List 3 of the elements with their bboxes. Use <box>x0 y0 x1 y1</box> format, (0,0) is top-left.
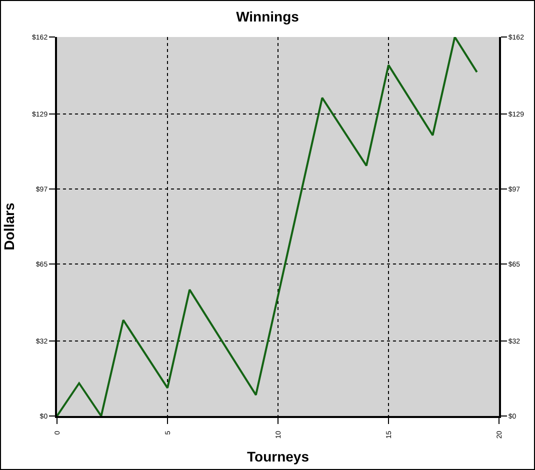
y-axis-title: Dollars <box>1 202 18 250</box>
chart-title: Winnings <box>236 8 300 25</box>
x-axis-title: Tourneys <box>247 448 310 464</box>
